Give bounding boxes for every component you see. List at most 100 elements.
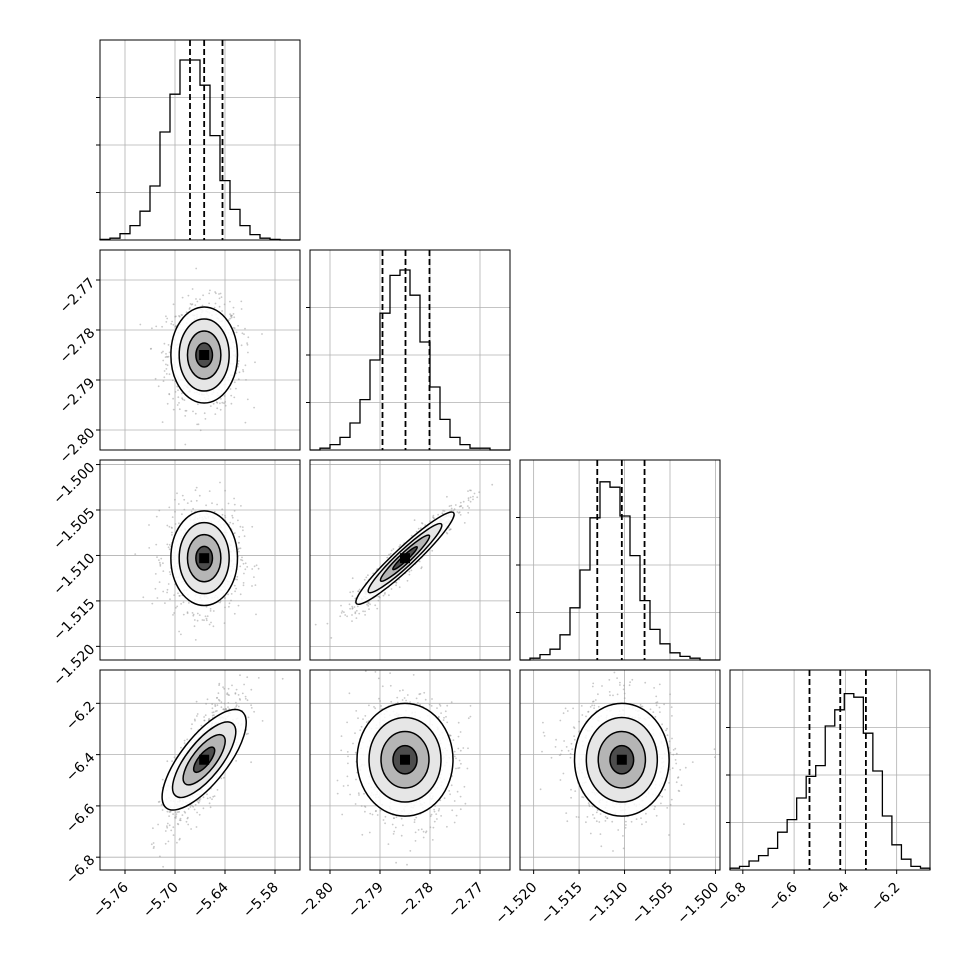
sample-point	[246, 342, 249, 344]
sample-point	[178, 408, 181, 411]
sample-point	[164, 842, 167, 845]
sample-point	[163, 376, 166, 379]
sample-point	[172, 303, 175, 306]
sample-point	[431, 549, 434, 552]
sample-point	[440, 815, 442, 817]
sample-point	[176, 841, 178, 844]
sample-point	[234, 590, 237, 593]
sample-point	[149, 348, 152, 350]
sample-point	[432, 826, 435, 829]
sample-point	[594, 699, 597, 701]
sample-point	[148, 547, 151, 549]
sample-point	[375, 810, 377, 812]
sample-point	[423, 691, 426, 694]
sample-point	[420, 828, 423, 831]
sample-point	[458, 511, 461, 514]
sample-point	[566, 820, 569, 823]
density-peak	[199, 350, 210, 360]
sample-point	[155, 543, 158, 546]
sample-point	[394, 826, 397, 829]
sample-point	[192, 410, 194, 413]
sample-point	[357, 717, 359, 720]
sample-point	[219, 292, 222, 295]
sample-point	[348, 692, 351, 695]
sample-point	[193, 619, 196, 621]
sample-point	[364, 610, 366, 613]
sample-point	[245, 733, 248, 736]
sample-point	[181, 814, 184, 816]
sample-point	[429, 520, 431, 523]
sample-point	[410, 534, 413, 537]
sample-point	[430, 705, 433, 707]
sample-point	[158, 509, 161, 512]
sample-point	[240, 505, 242, 507]
sample-point	[187, 823, 190, 826]
sample-point	[377, 677, 380, 680]
sample-point	[151, 327, 153, 330]
sample-point	[336, 792, 339, 795]
sample-point	[198, 614, 201, 616]
sample-point	[347, 755, 349, 758]
sample-point	[193, 808, 196, 811]
sample-point	[234, 692, 237, 694]
sample-point	[186, 817, 189, 820]
sample-point	[348, 603, 351, 606]
sample-point	[233, 381, 236, 384]
sample-point	[178, 402, 180, 404]
sample-point	[223, 303, 226, 306]
sample-point	[191, 804, 194, 807]
sample-point	[180, 746, 182, 749]
sample-point	[469, 500, 472, 503]
sample-point	[566, 710, 569, 712]
sample-point	[403, 697, 406, 699]
sample-point	[450, 784, 453, 787]
sample-point	[652, 711, 655, 713]
sample-point	[174, 523, 177, 525]
sample-point	[171, 534, 173, 536]
sample-point	[228, 602, 231, 605]
sample-point	[562, 772, 565, 775]
sample-point	[183, 742, 186, 744]
sample-point	[326, 622, 329, 625]
sample-point	[243, 572, 245, 575]
sample-point	[216, 704, 219, 707]
sample-point	[230, 402, 233, 405]
sample-point	[165, 321, 168, 323]
sample-point	[185, 820, 188, 823]
sample-point	[452, 509, 455, 512]
sample-point	[166, 591, 169, 594]
sample-point	[446, 704, 449, 707]
sample-point	[393, 830, 396, 833]
sample-point	[175, 606, 177, 609]
sample-point	[166, 760, 169, 763]
sample-point	[542, 731, 545, 734]
sample-point	[196, 619, 199, 622]
sample-point	[246, 398, 249, 401]
sample-point	[157, 801, 160, 803]
sample-point	[392, 833, 395, 835]
sample-point	[374, 707, 377, 710]
sample-point	[346, 721, 348, 724]
sample-point	[448, 529, 451, 531]
panel-frame	[519, 459, 721, 661]
sample-point	[421, 522, 424, 525]
sample-point	[351, 608, 354, 610]
sample-point	[197, 423, 200, 426]
sample-point	[195, 267, 198, 270]
sample-point	[408, 570, 411, 573]
sample-point	[205, 619, 208, 622]
sample-point	[178, 838, 181, 841]
sample-point	[237, 378, 240, 381]
sample-point	[417, 829, 420, 831]
sample-point	[460, 762, 462, 765]
sample-point	[459, 749, 462, 752]
sample-point	[455, 757, 457, 760]
sample-point	[223, 702, 226, 705]
sample-point	[167, 344, 170, 346]
sample-point	[360, 805, 363, 807]
sample-point	[170, 323, 173, 325]
sample-point	[336, 779, 339, 782]
sample-point	[346, 615, 348, 618]
sample-point	[254, 584, 257, 586]
sample-point	[410, 569, 413, 572]
